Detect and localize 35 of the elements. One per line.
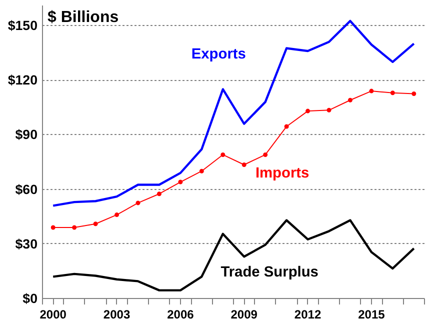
point [369,88,374,94]
point [178,180,183,184]
point [412,92,416,96]
x-tick-label: 2006 [167,308,194,322]
point [136,200,140,206]
x-tick-label: 2003 [103,308,130,322]
point [326,108,332,112]
point [348,98,352,102]
point [220,152,226,157]
x-tick-label: 2012 [294,308,322,322]
point [50,225,56,230]
x-tick-label: 2015 [358,308,386,322]
point [114,212,120,218]
y-tick-label: $30 [15,236,38,252]
y-tick-label: $60 [15,182,38,197]
point [390,90,395,96]
x-tick-label: 2009 [230,308,258,322]
point [263,152,268,157]
point [156,192,162,196]
series-label: Imports [255,166,310,182]
point [242,162,246,167]
point [306,108,310,114]
point [284,124,289,129]
y-tick-label: $150 [8,18,38,34]
text: Exports [191,46,246,63]
series-label: Trade Surplus [220,264,318,280]
y-tick-label: $120 [8,72,38,88]
point [199,168,204,174]
point [93,222,98,226]
y-tick-label: $0 [22,291,38,306]
y-tick-label: $90 [15,127,38,142]
y-axis-title: $ Billions [48,9,119,26]
x-tick-label: 2000 [40,308,67,322]
line-series [52,219,415,292]
point [72,225,77,230]
